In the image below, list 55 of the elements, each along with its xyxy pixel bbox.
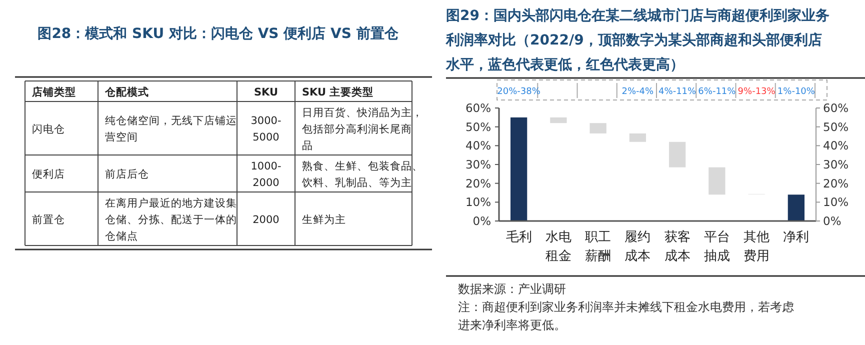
- text: SKU 主要类型: [302, 85, 374, 98]
- category-label: 9%-13%: [738, 87, 776, 97]
- text: 前店后仓: [105, 168, 149, 181]
- bar: [590, 123, 606, 134]
- x-tick-label: 净利: [783, 230, 810, 245]
- category-label: 2%-4%: [622, 87, 654, 97]
- text: 仓配模式: [104, 85, 149, 98]
- x-tick-label: 水电租金: [545, 230, 572, 264]
- x-tick-label: 其他费用: [744, 230, 770, 264]
- text: 注：商超便利到家业务利润率并未摊线下租金水电费用，若考虑进来净利率将更低。: [458, 300, 794, 332]
- y2-tick-label: 0%: [823, 214, 842, 228]
- x-tick-label: 履约成本: [624, 230, 651, 264]
- text: 闪电仓: [32, 122, 65, 136]
- y-tick-label: 50%: [465, 120, 492, 134]
- text: SKU: [254, 86, 278, 98]
- x-tick-label: 获客成本: [664, 229, 690, 264]
- bar: [550, 117, 567, 124]
- y-tick-label: 40%: [465, 138, 492, 153]
- bar: [668, 142, 686, 168]
- y-tick-label: 10%: [465, 195, 492, 210]
- text: 3000-5000: [250, 115, 282, 144]
- text: 熟食、生鲜、包装食品、饮料、乳制品、等为主: [301, 159, 423, 189]
- text: 便利店: [32, 168, 65, 181]
- bar: [629, 133, 646, 142]
- y-tick-label: 30%: [465, 158, 492, 172]
- x-tick-label: 毛利: [506, 230, 532, 245]
- y-tick-label: 60%: [465, 101, 492, 115]
- bar: [510, 117, 528, 221]
- text: 2000: [252, 214, 280, 226]
- y-tick-label: 20%: [465, 176, 492, 190]
- category-label: 1%-10%: [777, 87, 816, 97]
- category-label: 6%-11%: [698, 87, 736, 97]
- text: 纯仓储空间，无线下店铺运营空间: [105, 114, 237, 144]
- text: 日用百货、快消品为主，包括部分高利润长尾商品: [302, 106, 423, 152]
- text: 1000-2000: [250, 160, 282, 189]
- y2-tick-label: 30%: [823, 158, 849, 172]
- y2-tick-label: 60%: [823, 101, 849, 115]
- chart-title: 图29：国内头部闪电仓在某二线城市门店与商超便利到家业务利润率对比（2022/9，顶部数字为某头部商超和头部便利店水平，蓝色代表更低，红色代表更高）: [445, 7, 830, 73]
- x-tick-label: 职工薪酬: [585, 230, 612, 264]
- x-tick-label: 平台抽成: [704, 230, 730, 264]
- bar: [708, 167, 726, 195]
- text: 图28：模式和 SKU 对比：闪电仓 VS 便利店 VS 前置仓: [38, 25, 400, 42]
- category-label: 4%-11%: [658, 87, 697, 97]
- text: 店铺类型: [31, 85, 76, 98]
- y2-tick-label: 50%: [823, 120, 849, 134]
- y2-tick-label: 20%: [823, 176, 849, 190]
- y-tick-label: 0%: [472, 214, 492, 228]
- text: 在离用户最近的地方建设集仓储、分拣、配送于一体的仓储点: [105, 196, 237, 242]
- category-label: 20%-38%: [497, 87, 541, 97]
- source-note: 数据来源：产业调研: [458, 282, 566, 296]
- bar: [788, 194, 805, 221]
- y2-tick-label: 40%: [823, 138, 849, 153]
- y2-tick-label: 10%: [823, 195, 849, 210]
- text: 前置仓: [32, 214, 65, 226]
- text: 生鲜为主: [302, 212, 346, 226]
